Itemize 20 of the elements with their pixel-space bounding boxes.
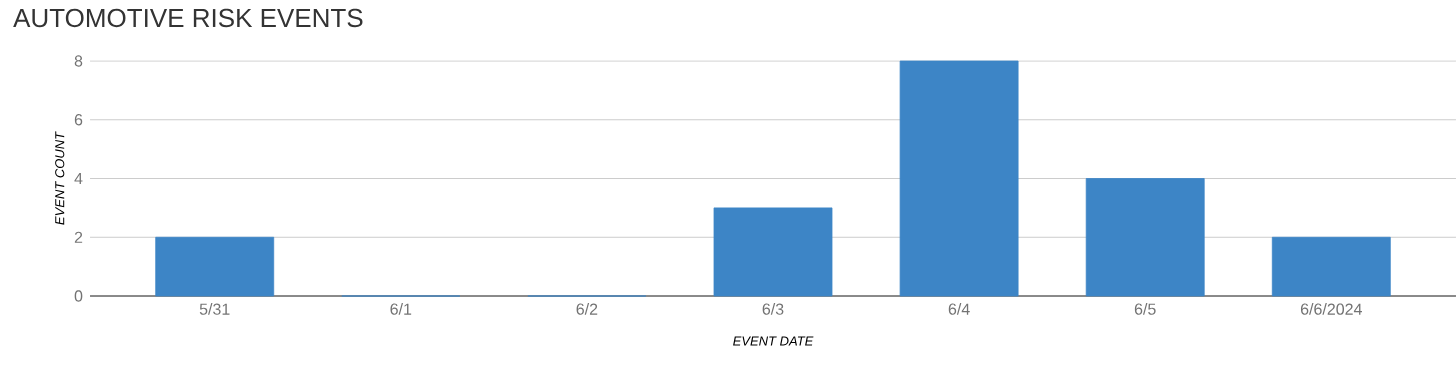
bar — [155, 236, 275, 297]
x-tick-label: 6/5 — [1134, 303, 1156, 315]
x-axis-title: EVENT DATE — [733, 336, 814, 346]
y-tick-label: 4 — [74, 173, 83, 185]
bar — [713, 207, 833, 297]
x-tick-label: 5/31 — [199, 303, 230, 315]
chart-title: AUTOMOTIVE RISK EVENTS — [13, 8, 363, 28]
y-tick-label: 0 — [74, 290, 83, 302]
x-tick-label: 6/4 — [948, 303, 970, 315]
x-tick-label: 6/3 — [762, 303, 784, 315]
y-tick-label: 6 — [74, 114, 83, 126]
y-tick-label: 2 — [74, 231, 83, 243]
y-axis-title: EVENT COUNT — [55, 131, 65, 225]
bar — [1271, 236, 1391, 297]
x-tick-label: 6/2 — [576, 303, 598, 315]
x-tick-label: 6/1 — [390, 303, 412, 315]
y-tick-label: 8 — [74, 55, 83, 67]
bar — [899, 60, 1019, 297]
bar — [1085, 178, 1205, 297]
x-tick-label: 6/6/2024 — [1300, 303, 1362, 315]
